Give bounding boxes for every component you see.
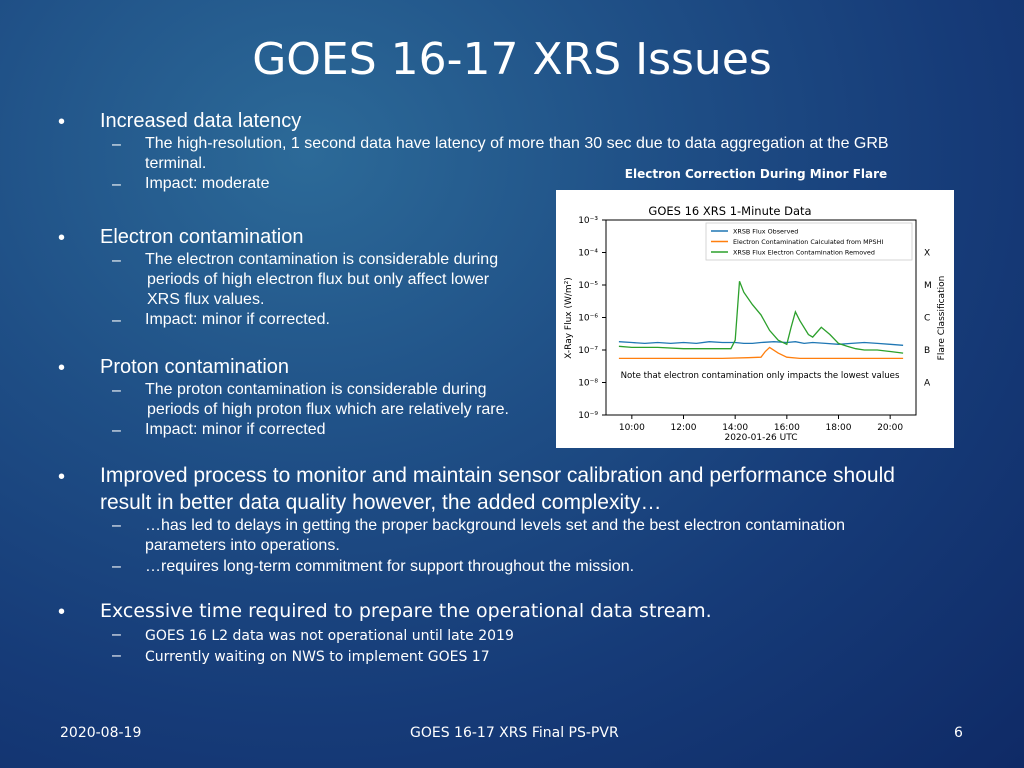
- bullet-heading-proton: Proton contamination: [100, 356, 290, 378]
- footer-title: GOES 16-17 XRS Final PS-PVR: [410, 725, 619, 741]
- series-line: [618, 341, 904, 346]
- slide-title: GOES 16-17 XRS Issues: [252, 34, 772, 85]
- dash-marker: –: [112, 647, 121, 664]
- bullet-heading-electron: Electron contamination: [100, 226, 304, 248]
- dash-marker: –: [112, 422, 121, 439]
- series-line: [618, 281, 904, 354]
- x-tick-label: 14:00: [722, 423, 748, 433]
- bullet-heading-operational: Excessive time required to prepare the o…: [100, 600, 712, 622]
- x-axis-label: 2020-01-26 UTC: [724, 433, 797, 443]
- flare-class-label: X: [924, 249, 930, 259]
- chart-annotation: Note that electron contamination only im…: [621, 371, 900, 381]
- annotation-bg: [608, 367, 912, 381]
- chart-panel: GOES 16 XRS 1-Minute Data 10⁻³ 10⁻⁴ 10⁻⁵ 10…: [556, 190, 954, 448]
- bullet-marker: •: [58, 227, 66, 249]
- y-tick-label: 10⁻⁹: [578, 411, 598, 421]
- y-tick-label: 10⁻⁴: [578, 249, 598, 259]
- y-tick-label: 10⁻⁸: [578, 379, 598, 389]
- series-line: [618, 346, 904, 360]
- legend-label: XRSB Flux Observed: [733, 228, 798, 236]
- dash-marker: –: [112, 517, 121, 534]
- bullet-heading-process: Improved process to monitor and maintain…: [100, 464, 895, 514]
- flare-class-label: B: [924, 346, 930, 356]
- y2-axis-label: Flare Classification: [937, 276, 947, 361]
- x-tick-label: 10:00: [619, 423, 645, 433]
- dash-marker: –: [112, 312, 121, 329]
- x-tick-label: 12:00: [671, 423, 697, 433]
- bullet-marker: •: [58, 601, 66, 623]
- flare-class-axis: X M C B A: [924, 249, 932, 389]
- flare-class-label: A: [924, 379, 931, 389]
- bullet-marker: •: [58, 111, 66, 133]
- series-lines: [618, 281, 904, 360]
- bullet-marker: •: [58, 357, 66, 379]
- y-tick-label: 10⁻⁶: [578, 314, 598, 324]
- dash-marker: –: [112, 252, 121, 269]
- bullet-marker: •: [58, 466, 66, 488]
- bullet-heading-latency: Increased data latency: [100, 110, 302, 132]
- y-tick-label: 10⁻³: [578, 216, 598, 226]
- sub-bullet-text: Impact: minor if corrected.: [145, 311, 330, 328]
- legend-box: [705, 222, 913, 261]
- x-tick-label: 20:00: [877, 423, 903, 433]
- chart-legend: XRSB Flux Observed Electron Contamination…: [705, 222, 913, 261]
- y-tick-label: 10⁻⁷: [578, 346, 598, 356]
- sub-bullet-text: …has led to delays in getting the proper…: [145, 517, 845, 554]
- legend-label: XRSB Flux Electron Contamination Removed: [733, 249, 875, 257]
- x-axis: 10:00 12:00 14:00 16:00 18:00 20:00: [619, 415, 903, 433]
- dash-marker: –: [112, 136, 121, 153]
- dash-marker: –: [112, 382, 121, 399]
- sub-bullet-text: Currently waiting on NWS to implement GO…: [145, 649, 490, 665]
- y-axis: 10⁻³ 10⁻⁴ 10⁻⁵ 10⁻⁶ 10⁻⁷ 10⁻⁸ 10⁻⁹: [578, 216, 606, 421]
- y-axis-label: X-Ray Flux (W/m²): [564, 277, 574, 359]
- dash-marker: –: [112, 626, 121, 643]
- sub-bullet-text: The high-resolution, 1 second data have …: [145, 135, 889, 172]
- x-tick-label: 18:00: [826, 423, 852, 433]
- dash-marker: –: [112, 558, 121, 575]
- flare-class-label: M: [924, 281, 932, 291]
- footer-date: 2020-08-19: [60, 725, 142, 741]
- dash-marker: –: [112, 176, 121, 193]
- figure-caption: Electron Correction During Minor Flare: [624, 167, 888, 181]
- sub-bullet-text: The proton contamination is considerable…: [145, 381, 509, 418]
- y-tick-label: 10⁻⁵: [578, 281, 598, 291]
- legend-label: Electron Contamination Calculated from M…: [733, 238, 883, 246]
- flux-chart: GOES 16 XRS 1-Minute Data 10⁻³10⁻⁴10⁻⁵10…: [564, 204, 947, 443]
- sub-bullet-text: …requires long-term commitment for suppo…: [145, 558, 635, 575]
- sub-bullet-text: Impact: minor if corrected: [145, 421, 326, 438]
- chart-title: GOES 16 XRS 1-Minute Data: [648, 204, 811, 218]
- page-number: 6: [954, 725, 963, 741]
- flare-class-label: C: [924, 314, 930, 324]
- x-tick-label: 16:00: [774, 423, 800, 433]
- sub-bullet-text: The electron contamination is considerab…: [145, 251, 499, 308]
- sub-bullet-text: GOES 16 L2 data was not operational unti…: [145, 628, 514, 644]
- sub-bullet-text: Impact: moderate: [145, 175, 270, 192]
